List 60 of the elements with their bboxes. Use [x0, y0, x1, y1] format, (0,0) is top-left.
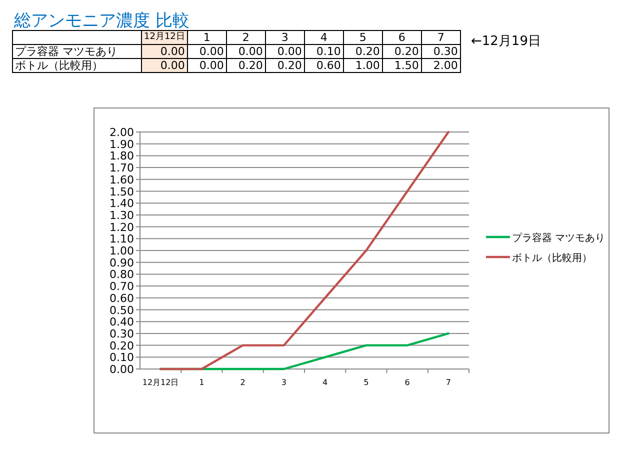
data-label: 1.00: [343, 58, 382, 72]
y-tick-label: 0.30: [110, 327, 134, 340]
data-label: 0.00: [142, 44, 188, 58]
y-tick-label: 1.90: [110, 138, 134, 151]
data-label: 0.00: [187, 58, 226, 72]
text: ←12月19日: [471, 33, 541, 50]
category-label: 6: [398, 31, 406, 44]
y-tick-label: 1.10: [110, 232, 134, 246]
data-label: 0.00: [226, 44, 266, 58]
text: プラ容器 マツモあり: [15, 45, 118, 58]
data-label: 0.00: [265, 44, 304, 58]
data-label: 0.20: [343, 44, 382, 58]
data-label: 0.20: [226, 58, 266, 72]
x-tick-label: 7: [446, 378, 451, 387]
legend-label: ボトル（比較用）: [512, 252, 592, 264]
x-tick-label: 1: [199, 378, 204, 387]
category-label: 2: [242, 31, 250, 44]
x-tick-label: 3: [281, 378, 286, 387]
y-tick-label: 0.90: [110, 256, 134, 270]
y-tick-label: 1.70: [110, 162, 134, 175]
x-tick-label: 6: [404, 378, 410, 387]
category-label: 5: [359, 31, 366, 44]
data-label: 1.50: [382, 58, 422, 72]
category-label: 4: [320, 31, 328, 44]
category-label: 3: [281, 31, 288, 44]
x-tick-label: 12月12日: [142, 378, 179, 387]
data-label: 0.10: [304, 44, 344, 58]
y-tick-label: 1.80: [110, 150, 134, 163]
y-tick-label: 1.50: [110, 185, 134, 198]
y-tick-label: 1.00: [110, 244, 134, 258]
y-tick-label: 1.30: [110, 208, 134, 222]
y-tick-label: 1.60: [110, 173, 134, 186]
y-tick-label: 0.50: [110, 304, 134, 317]
x-tick-label: 5: [364, 378, 369, 387]
data-label: 0.20: [382, 44, 422, 58]
x-tick-label: 2: [240, 378, 246, 387]
y-tick-label: 1.40: [110, 197, 134, 210]
category-label: 7: [437, 31, 444, 44]
y-tick-label: 0.00: [110, 363, 134, 376]
data-label: 0.20: [265, 58, 304, 72]
x-tick-label: 4: [322, 378, 328, 387]
y-tick-label: 0.80: [110, 268, 134, 282]
data-label: 0.30: [421, 44, 460, 58]
legend-label: プラ容器 マツモあり: [512, 232, 606, 244]
y-tick-label: 0.40: [110, 316, 134, 329]
category-label: 12月12日: [144, 32, 185, 42]
title: 総アンモニア濃度 比較: [14, 10, 190, 32]
data-label: 2.00: [421, 58, 460, 72]
y-tick-label: 0.20: [110, 339, 134, 352]
y-tick-label: 2.00: [110, 126, 134, 139]
text: ボトル（比較用）: [15, 59, 103, 72]
category-label: 1: [203, 31, 210, 44]
data-label: 0.00: [187, 44, 226, 58]
line-series: [159, 130, 450, 370]
data-label: 0.00: [142, 58, 188, 72]
y-tick-label: 0.60: [110, 292, 134, 305]
y-tick-label: 0.70: [110, 280, 134, 294]
y-tick-label: 1.20: [110, 220, 134, 234]
data-label: 0.60: [304, 58, 344, 72]
y-tick-label: 0.10: [110, 351, 134, 364]
